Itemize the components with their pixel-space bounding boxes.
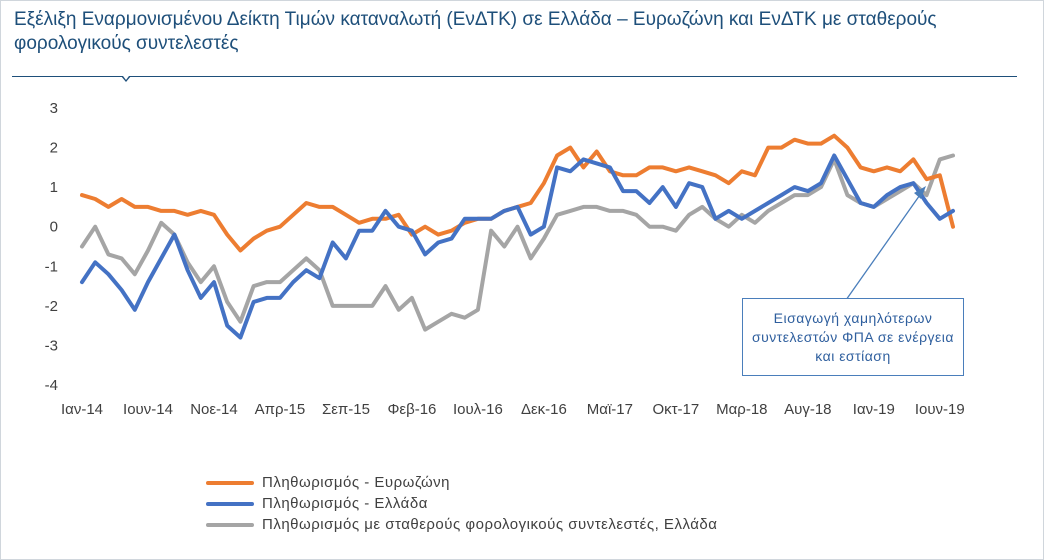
y-tick-label: -1 bbox=[45, 258, 58, 275]
y-axis: 3 2 1 0 -1 -2 -3 -4 bbox=[45, 100, 58, 394]
legend-label-greece: Πληθωρισμός - Ελλάδα bbox=[262, 495, 428, 512]
annotation-box: Εισαγωγή χαμηλότερων συντελεστών ΦΠΑ σε … bbox=[742, 298, 964, 376]
x-tick-label: Φεβ-16 bbox=[387, 401, 436, 418]
annotation-arrow-head bbox=[914, 186, 926, 199]
legend-swatch-constant-tax bbox=[206, 522, 254, 527]
y-tick-label: -3 bbox=[45, 337, 58, 354]
series-line-constant_tax bbox=[80, 153, 955, 332]
series-lines bbox=[80, 133, 955, 340]
legend-label-constant-tax: Πληθωρισμός με σταθερούς φορολογικούς συ… bbox=[262, 516, 718, 533]
x-tick-label: Ιαν-14 bbox=[61, 401, 103, 418]
legend-swatch-greece bbox=[206, 501, 254, 506]
x-tick-label: Νοε-14 bbox=[190, 401, 238, 418]
x-tick-label: Σεπ-15 bbox=[322, 401, 370, 418]
x-tick-label: Οκτ-17 bbox=[652, 401, 699, 418]
title-divider bbox=[12, 76, 1017, 77]
x-tick-label: Μαρ-18 bbox=[716, 401, 767, 418]
x-tick-label: Ιουν-19 bbox=[915, 401, 965, 418]
legend-label-eurozone: Πληθωρισμός - Ευρωζώνη bbox=[262, 474, 451, 491]
y-tick-label: 3 bbox=[50, 100, 58, 117]
y-tick-label: 0 bbox=[50, 219, 58, 236]
x-tick-label: Μαϊ-17 bbox=[587, 401, 633, 418]
legend-item-eurozone: Πληθωρισμός - Ευρωζώνη bbox=[206, 472, 717, 493]
y-tick-label: 2 bbox=[50, 140, 58, 157]
legend: Πληθωρισμός - Ευρωζώνη Πληθωρισμός - Ελλ… bbox=[206, 472, 717, 535]
series-line-greece bbox=[80, 153, 955, 340]
y-tick-label: 1 bbox=[50, 179, 58, 196]
x-axis: Ιαν-14 Ιουν-14 Νοε-14 Απρ-15 Σεπ-15 Φεβ-16 Ιου… bbox=[61, 401, 965, 418]
x-tick-label: Ιαν-19 bbox=[853, 401, 895, 418]
legend-item-greece: Πληθωρισμός - Ελλάδα bbox=[206, 493, 717, 514]
chart-title: Εξέλιξη Εναρμονισμένου Δείκτη Τιμών κατα… bbox=[14, 9, 937, 54]
x-tick-label: Ιουλ-16 bbox=[453, 401, 503, 418]
x-tick-label: Δεκ-16 bbox=[521, 401, 567, 418]
x-tick-label: Απρ-15 bbox=[255, 401, 306, 418]
annotation-arrow-line bbox=[845, 191, 923, 301]
series-line-eurozone bbox=[80, 133, 955, 253]
title-divider-notch-inner bbox=[123, 76, 129, 80]
legend-item-constant-tax: Πληθωρισμός με σταθερούς φορολογικούς συ… bbox=[206, 514, 717, 535]
annotation-arrow bbox=[845, 186, 926, 301]
legend-swatch-eurozone bbox=[206, 480, 254, 485]
x-tick-label: Αυγ-18 bbox=[784, 401, 831, 418]
annotation-text: Εισαγωγή χαμηλότερων συντελεστών ΦΠΑ σε … bbox=[751, 309, 954, 364]
x-tick-label: Ιουν-14 bbox=[123, 401, 173, 418]
y-tick-label: -4 bbox=[45, 377, 58, 394]
y-tick-label: -2 bbox=[45, 298, 58, 315]
